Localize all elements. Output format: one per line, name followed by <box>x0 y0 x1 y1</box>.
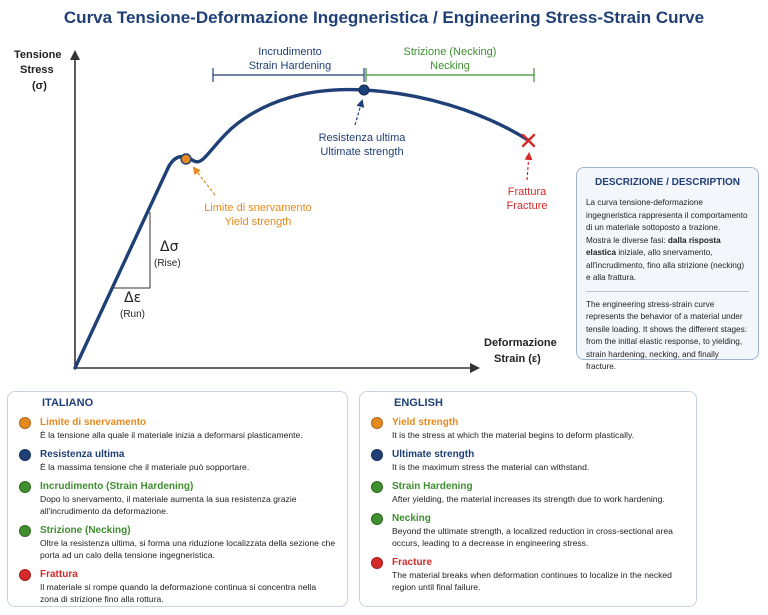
legend-dot-icon <box>19 569 31 581</box>
description-it-line1: La curva tensione-deformazione ingegneri… <box>586 198 748 232</box>
necking-label-en: Necking <box>430 60 470 72</box>
legend-item-name: Limite di snervamento <box>40 417 147 428</box>
y-axis-symbol: (σ) <box>32 80 47 92</box>
legend-item: Frattura Il materiale si rompe quando la … <box>18 568 337 605</box>
legend-item: Incrudimento (Strain Hardening) Dopo lo s… <box>18 480 337 517</box>
description-english: The engineering stress-strain curve repr… <box>586 299 747 372</box>
legend-dot-icon <box>19 449 31 461</box>
hardening-label-it: Incrudimento <box>258 46 322 58</box>
fracture-x-icon <box>521 133 536 148</box>
legend-item-text: Il materiale si rompe quando la deformaz… <box>40 582 317 604</box>
description-italian: La curva tensione-deformazione ingegneri… <box>586 197 749 285</box>
legend-dot-icon <box>371 513 383 525</box>
fracture-label-it: Frattura <box>508 186 547 198</box>
rise-label: (Rise) <box>154 258 181 269</box>
legend-dot-icon <box>371 557 383 569</box>
legend-item: Yield strength It is the stress at which … <box>370 416 686 441</box>
ultimate-label-en: Ultimate strength <box>320 146 403 158</box>
necking-label-it: Strizione (Necking) <box>404 46 497 58</box>
legend-english-title: ENGLISH <box>394 397 443 409</box>
legend-item-text: Dopo lo snervamento, il materiale aument… <box>40 494 297 516</box>
legend-item: Strain Hardening After yielding, the mate… <box>370 480 686 505</box>
legend-item-text: È la massima tensione che il materiale p… <box>40 462 250 472</box>
legend-item-text: Beyond the ultimate strength, a localize… <box>392 526 673 548</box>
run-label: (Run) <box>120 309 145 320</box>
legend-item-text: After yielding, the material increases i… <box>392 494 665 504</box>
fracture-label-en: Fracture <box>507 200 548 212</box>
description-title: DESCRIZIONE / DESCRIPTION <box>594 177 740 188</box>
legend-item-name: Fracture <box>392 557 433 568</box>
legend-item-name: Yield strength <box>392 417 459 428</box>
legend-item-name: Strain Hardening <box>392 481 473 492</box>
fracture-arrow <box>524 152 533 181</box>
legend-item-name: Frattura <box>40 569 78 580</box>
description-divider <box>586 290 749 292</box>
stress-strain-diagram: Tensione Stress (σ) Deformazione Strain … <box>14 46 557 373</box>
legend-item-name: Ultimate strength <box>392 449 475 460</box>
x-axis-label-it: Deformazione <box>484 337 557 349</box>
legend-item: Ultimate strength It is the maximum stres… <box>370 448 686 473</box>
description-box: DESCRIZIONE / DESCRIPTION La curva tensi… <box>576 167 759 371</box>
yield-label-it: Limite di snervamento <box>204 202 312 214</box>
y-axis-label-en: Stress <box>20 64 54 76</box>
run-symbol: Δε <box>124 290 141 306</box>
legend-item: Limite di snervamento È la tensione alla … <box>18 416 337 441</box>
hardening-bracket <box>212 68 365 82</box>
stress-strain-curve <box>73 87 530 370</box>
legend-item-name: Incrudimento (Strain Hardening) <box>40 481 194 492</box>
legend-italian: ITALIANO Limite di snervamento È la tensi… <box>7 391 348 607</box>
yield-arrow <box>192 166 216 196</box>
legend-dot-icon <box>19 525 31 537</box>
legend-item-name: Strizione (Necking) <box>40 525 131 536</box>
legend-dot-icon <box>19 481 31 493</box>
necking-bracket <box>365 68 535 82</box>
legend-dot-icon <box>371 481 383 493</box>
legend-item-name: Resistenza ultima <box>40 449 125 460</box>
hardening-label-en: Strain Hardening <box>249 60 332 72</box>
y-axis-label-it: Tensione <box>14 49 61 61</box>
legend-item-name: Necking <box>392 513 431 524</box>
legend-dot-icon <box>371 449 383 461</box>
legend-item: Necking Beyond the ultimate strength, a l… <box>370 512 686 549</box>
legend-dot-icon <box>19 417 31 429</box>
x-axis-label-en: Strain (ε) <box>494 353 541 365</box>
yield-point-marker <box>180 153 192 165</box>
description-it-line2-bold: dalla risposta elastica <box>586 235 721 258</box>
legend-italian-title: ITALIANO <box>42 397 94 409</box>
legend-item-text: It is the stress at which the material b… <box>392 430 635 440</box>
legend-item: Fracture The material breaks when deforma… <box>370 556 686 593</box>
page-title: Curva Tensione-Deformazione Ingegneristi… <box>63 8 705 27</box>
ultimate-arrow <box>354 99 365 126</box>
legend-item-text: Oltre la resistenza ultima, si forma una… <box>40 538 336 560</box>
legend-item-text: È la tensione alla quale il materiale in… <box>40 430 303 440</box>
legend-english: ENGLISH Yield strength It is the stress a… <box>359 391 697 607</box>
description-it-line2-rest: iniziale, allo snervamento, all'incrudim… <box>586 248 745 282</box>
ultimate-label-it: Resistenza ultima <box>319 132 407 144</box>
slope-triangle <box>113 212 151 289</box>
rise-symbol: Δσ <box>160 239 179 255</box>
legend-item-text: The material breaks when deformation con… <box>392 570 672 592</box>
legend-item: Strizione (Necking) Oltre la resistenza u… <box>18 524 337 561</box>
yield-label-en: Yield strength <box>225 216 292 228</box>
legend-dot-icon <box>371 417 383 429</box>
description-it-line2-prefix: Mostra le diverse fasi: <box>586 235 668 245</box>
legend-item: Resistenza ultima È la massima tensione c… <box>18 448 337 473</box>
ultimate-point-marker <box>358 84 370 96</box>
legend-item-text: It is the maximum stress the material ca… <box>392 462 590 472</box>
